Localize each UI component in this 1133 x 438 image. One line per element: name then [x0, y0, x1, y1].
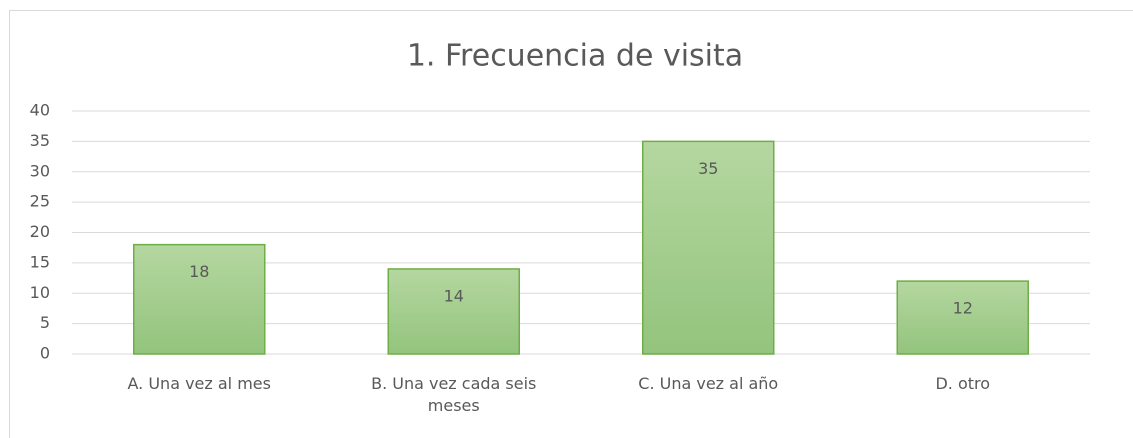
data-label: 18 [189, 262, 209, 281]
y-tick-label: 0 [40, 344, 50, 363]
data-label: 12 [953, 299, 973, 318]
bar [387, 268, 520, 355]
data-label: 14 [444, 286, 464, 305]
y-tick-label: 35 [30, 131, 50, 150]
y-tick-label: 20 [30, 222, 50, 241]
data-label: 35 [698, 159, 718, 178]
x-tick-label: A. Una vez al mes [127, 374, 271, 393]
bar [133, 243, 266, 355]
chart-title: 1. Frecuencia de visita [407, 39, 743, 74]
x-tick-label: D. otro [935, 374, 991, 393]
y-tick-label: 10 [30, 283, 50, 302]
bar [642, 140, 775, 355]
y-tick-label: 5 [40, 313, 50, 332]
y-tick-label: 30 [30, 161, 50, 180]
bar [896, 280, 1029, 355]
y-tick-label: 25 [30, 192, 50, 211]
x-tick-label: C. Una vez al año [638, 374, 779, 393]
x-tick-label: B. Una vez cada seis meses [371, 374, 537, 415]
y-tick-label: 15 [30, 252, 50, 271]
y-tick-label: 40 [30, 101, 50, 120]
chart-border [9, 10, 1133, 438]
